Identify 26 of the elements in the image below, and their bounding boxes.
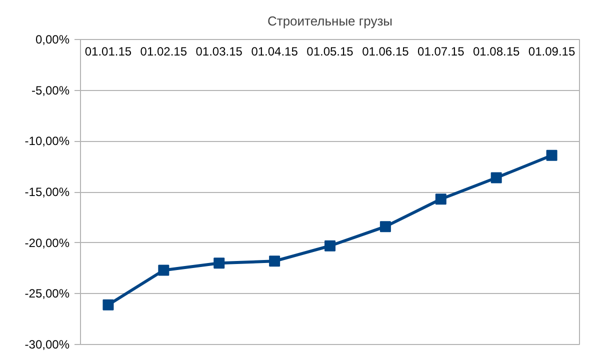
point (380, 221, 391, 232)
chart-title: Строительные грузы (267, 14, 393, 28)
y-tick-label: -10,00% (24, 134, 70, 148)
x-tick-label: 01.04.15 (251, 44, 298, 58)
point (490, 172, 502, 184)
point (324, 240, 336, 252)
point (435, 194, 446, 205)
point (158, 264, 170, 276)
x-tick-label: 01.02.15 (140, 44, 188, 58)
y-tick-label: 0,00% (35, 32, 70, 46)
x-tick-label: 01.03.15 (196, 44, 243, 58)
point (214, 258, 225, 269)
point (102, 299, 114, 310)
y-tick-label: -25,00% (24, 286, 70, 301)
x-tick-label: 01.05.15 (306, 44, 354, 58)
point (269, 256, 280, 267)
point (546, 150, 558, 161)
x-tick-label: 01.01.15 (84, 44, 132, 58)
x-tick-label: 01.08.15 (472, 44, 520, 58)
x-tick-label: 01.09.15 (528, 44, 576, 58)
y-tick-label: -15,00% (24, 185, 70, 199)
y-tick-label: -30,00% (24, 338, 70, 352)
y-tick-label: -20,00% (24, 236, 70, 250)
y-tick-label: -5,00% (31, 83, 70, 98)
x-tick-label: 01.07.15 (418, 44, 465, 58)
x-tick-label: 01.06.15 (362, 44, 410, 58)
